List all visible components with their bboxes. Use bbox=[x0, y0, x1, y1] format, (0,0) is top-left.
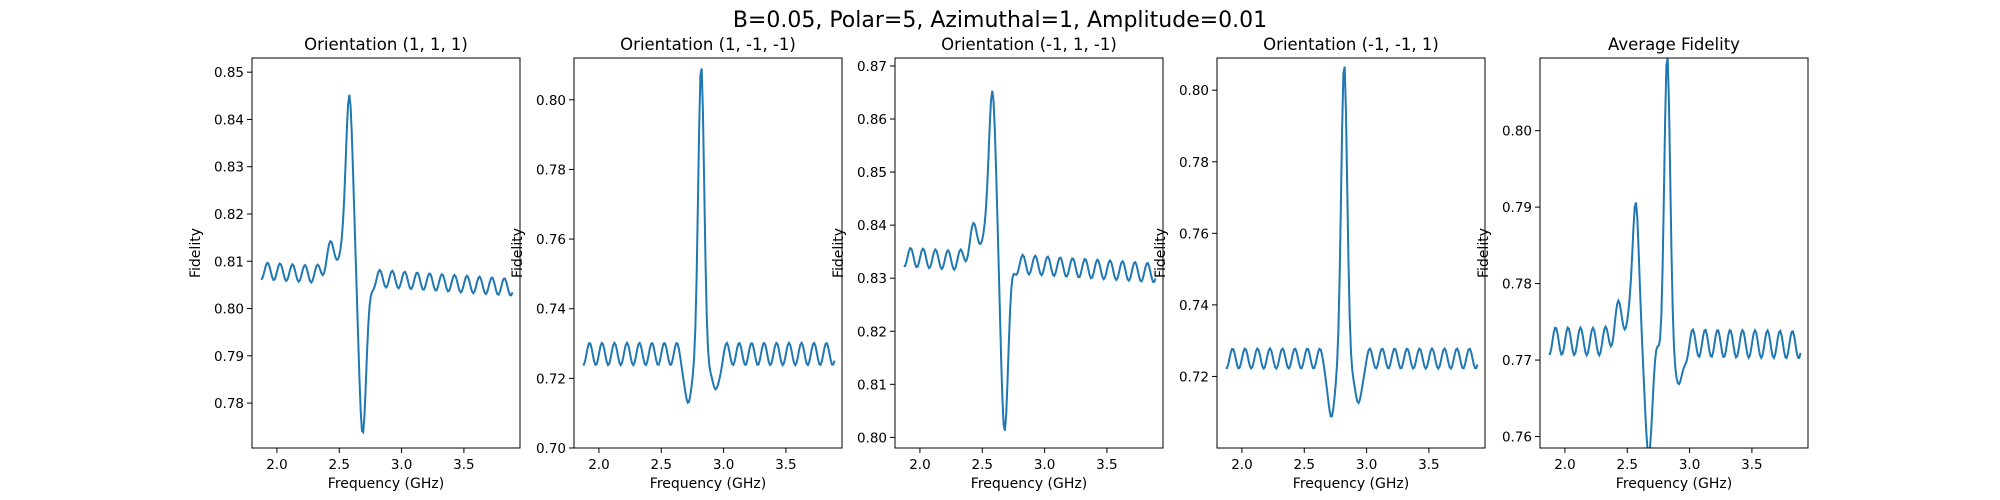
subplot-title: Orientation (-1, 1, -1) bbox=[941, 35, 1117, 54]
y-tick-label: 0.77 bbox=[1502, 353, 1532, 369]
y-tick-label: 0.78 bbox=[1179, 155, 1209, 171]
series-line bbox=[1225, 66, 1479, 418]
y-tick-label: 0.85 bbox=[857, 165, 887, 181]
axes-frame bbox=[1539, 57, 1809, 449]
y-tick-label: 0.78 bbox=[214, 396, 244, 412]
y-tick-label: 0.78 bbox=[1502, 277, 1532, 293]
subplot-title: Average Fidelity bbox=[1608, 35, 1740, 54]
y-tick-label: 0.80 bbox=[1179, 83, 1209, 99]
x-axis-label: Frequency (GHz) bbox=[1616, 476, 1732, 492]
x-tick-label: 2.0 bbox=[266, 457, 287, 473]
y-tick-label: 0.74 bbox=[1179, 298, 1209, 314]
subplot-1: 2.0 2.5 3.0 3.5 0.78 0.79 0.80 0.81 0.82 0.83 0.84… bbox=[188, 35, 521, 492]
series-line bbox=[582, 68, 836, 405]
y-tick-label: 0.87 bbox=[857, 59, 887, 75]
y-axis-label: Fidelity bbox=[510, 228, 526, 278]
x-axis-label: Frequency (GHz) bbox=[971, 476, 1087, 492]
x-axis-label: Frequency (GHz) bbox=[1293, 476, 1409, 492]
y-tick-label: 0.79 bbox=[1502, 200, 1532, 216]
axes-frame bbox=[1216, 57, 1486, 449]
subplot-3: 2.0 2.5 3.0 3.5 0.80 0.81 0.82 0.83 0.84 0.85 0.86… bbox=[831, 35, 1164, 492]
x-tick-label: 3.0 bbox=[1034, 457, 1055, 473]
subplot-grid: 2.0 2.5 3.0 3.5 0.78 0.79 0.80 0.81 0.82 0.83 0.84… bbox=[188, 35, 1809, 492]
x-tick-label: 2.5 bbox=[651, 457, 672, 473]
x-tick-label: 3.0 bbox=[1679, 457, 1700, 473]
x-tick-label: 2.5 bbox=[329, 457, 350, 473]
y-tick-label: 0.83 bbox=[857, 271, 887, 287]
y-axis-label: Fidelity bbox=[1476, 228, 1492, 278]
y-tick-label: 0.84 bbox=[214, 112, 244, 128]
axes-frame bbox=[894, 57, 1164, 449]
x-tick-label: 2.5 bbox=[1617, 457, 1638, 473]
y-tick-label: 0.86 bbox=[857, 112, 887, 128]
y-tick-label: 0.72 bbox=[536, 371, 566, 387]
y-tick-label: 0.84 bbox=[857, 218, 887, 234]
x-tick-label: 3.0 bbox=[391, 457, 412, 473]
y-tick-label: 0.70 bbox=[536, 441, 566, 457]
x-axis-label: Frequency (GHz) bbox=[328, 476, 444, 492]
y-tick-label: 0.76 bbox=[1179, 226, 1209, 242]
y-tick-label: 0.82 bbox=[857, 324, 887, 340]
x-tick-label: 3.5 bbox=[1418, 457, 1439, 473]
x-tick-label: 3.5 bbox=[1741, 457, 1762, 473]
y-tick-label: 0.74 bbox=[536, 302, 566, 318]
x-tick-label: 3.5 bbox=[1096, 457, 1117, 473]
series-line bbox=[260, 94, 514, 435]
y-tick-label: 0.72 bbox=[1179, 369, 1209, 385]
y-tick-label: 0.80 bbox=[214, 302, 244, 318]
x-tick-label: 2.0 bbox=[1554, 457, 1575, 473]
x-tick-label: 2.0 bbox=[1231, 457, 1252, 473]
series-line bbox=[1548, 58, 1802, 448]
x-tick-label: 2.5 bbox=[1294, 457, 1315, 473]
x-tick-label: 2.0 bbox=[909, 457, 930, 473]
y-tick-label: 0.81 bbox=[214, 254, 244, 270]
subplot-title: Orientation (-1, -1, 1) bbox=[1263, 35, 1439, 54]
y-tick-label: 0.81 bbox=[857, 377, 887, 393]
x-tick-label: 2.5 bbox=[972, 457, 993, 473]
y-axis-label: Fidelity bbox=[1153, 228, 1169, 278]
subplot-title: Orientation (1, -1, -1) bbox=[620, 35, 796, 54]
figure-suptitle: B=0.05, Polar=5, Azimuthal=1, Amplitude=… bbox=[733, 8, 1267, 33]
y-tick-label: 0.78 bbox=[536, 162, 566, 178]
y-axis-label: Fidelity bbox=[188, 228, 204, 278]
x-tick-label: 3.5 bbox=[775, 457, 796, 473]
subplot-5: 2.0 2.5 3.0 3.5 0.76 0.77 0.78 0.79 0.80 Average … bbox=[1476, 35, 1809, 492]
subplot-4: 2.0 2.5 3.0 3.5 0.72 0.74 0.76 0.78 0.80 Orientat… bbox=[1153, 35, 1486, 492]
x-axis-label: Frequency (GHz) bbox=[650, 476, 766, 492]
y-tick-label: 0.85 bbox=[214, 65, 244, 81]
subplot-title: Orientation (1, 1, 1) bbox=[304, 35, 468, 54]
axes-frame bbox=[573, 57, 843, 449]
y-tick-label: 0.80 bbox=[536, 93, 566, 109]
x-tick-label: 3.0 bbox=[1356, 457, 1377, 473]
y-tick-label: 0.79 bbox=[214, 349, 244, 365]
y-tick-label: 0.80 bbox=[1502, 124, 1532, 140]
y-tick-label: 0.83 bbox=[214, 160, 244, 176]
axes-frame bbox=[251, 57, 521, 449]
x-tick-label: 2.0 bbox=[588, 457, 609, 473]
series-line bbox=[903, 90, 1157, 431]
x-tick-label: 3.0 bbox=[713, 457, 734, 473]
y-tick-label: 0.76 bbox=[1502, 430, 1532, 446]
y-tick-label: 0.82 bbox=[214, 207, 244, 223]
y-tick-label: 0.80 bbox=[857, 430, 887, 446]
x-tick-label: 3.5 bbox=[453, 457, 474, 473]
y-tick-label: 0.76 bbox=[536, 232, 566, 248]
y-axis-label: Fidelity bbox=[831, 228, 847, 278]
subplot-2: 2.0 2.5 3.0 3.5 0.70 0.72 0.74 0.76 0.78 0.80 Orie… bbox=[510, 35, 843, 492]
